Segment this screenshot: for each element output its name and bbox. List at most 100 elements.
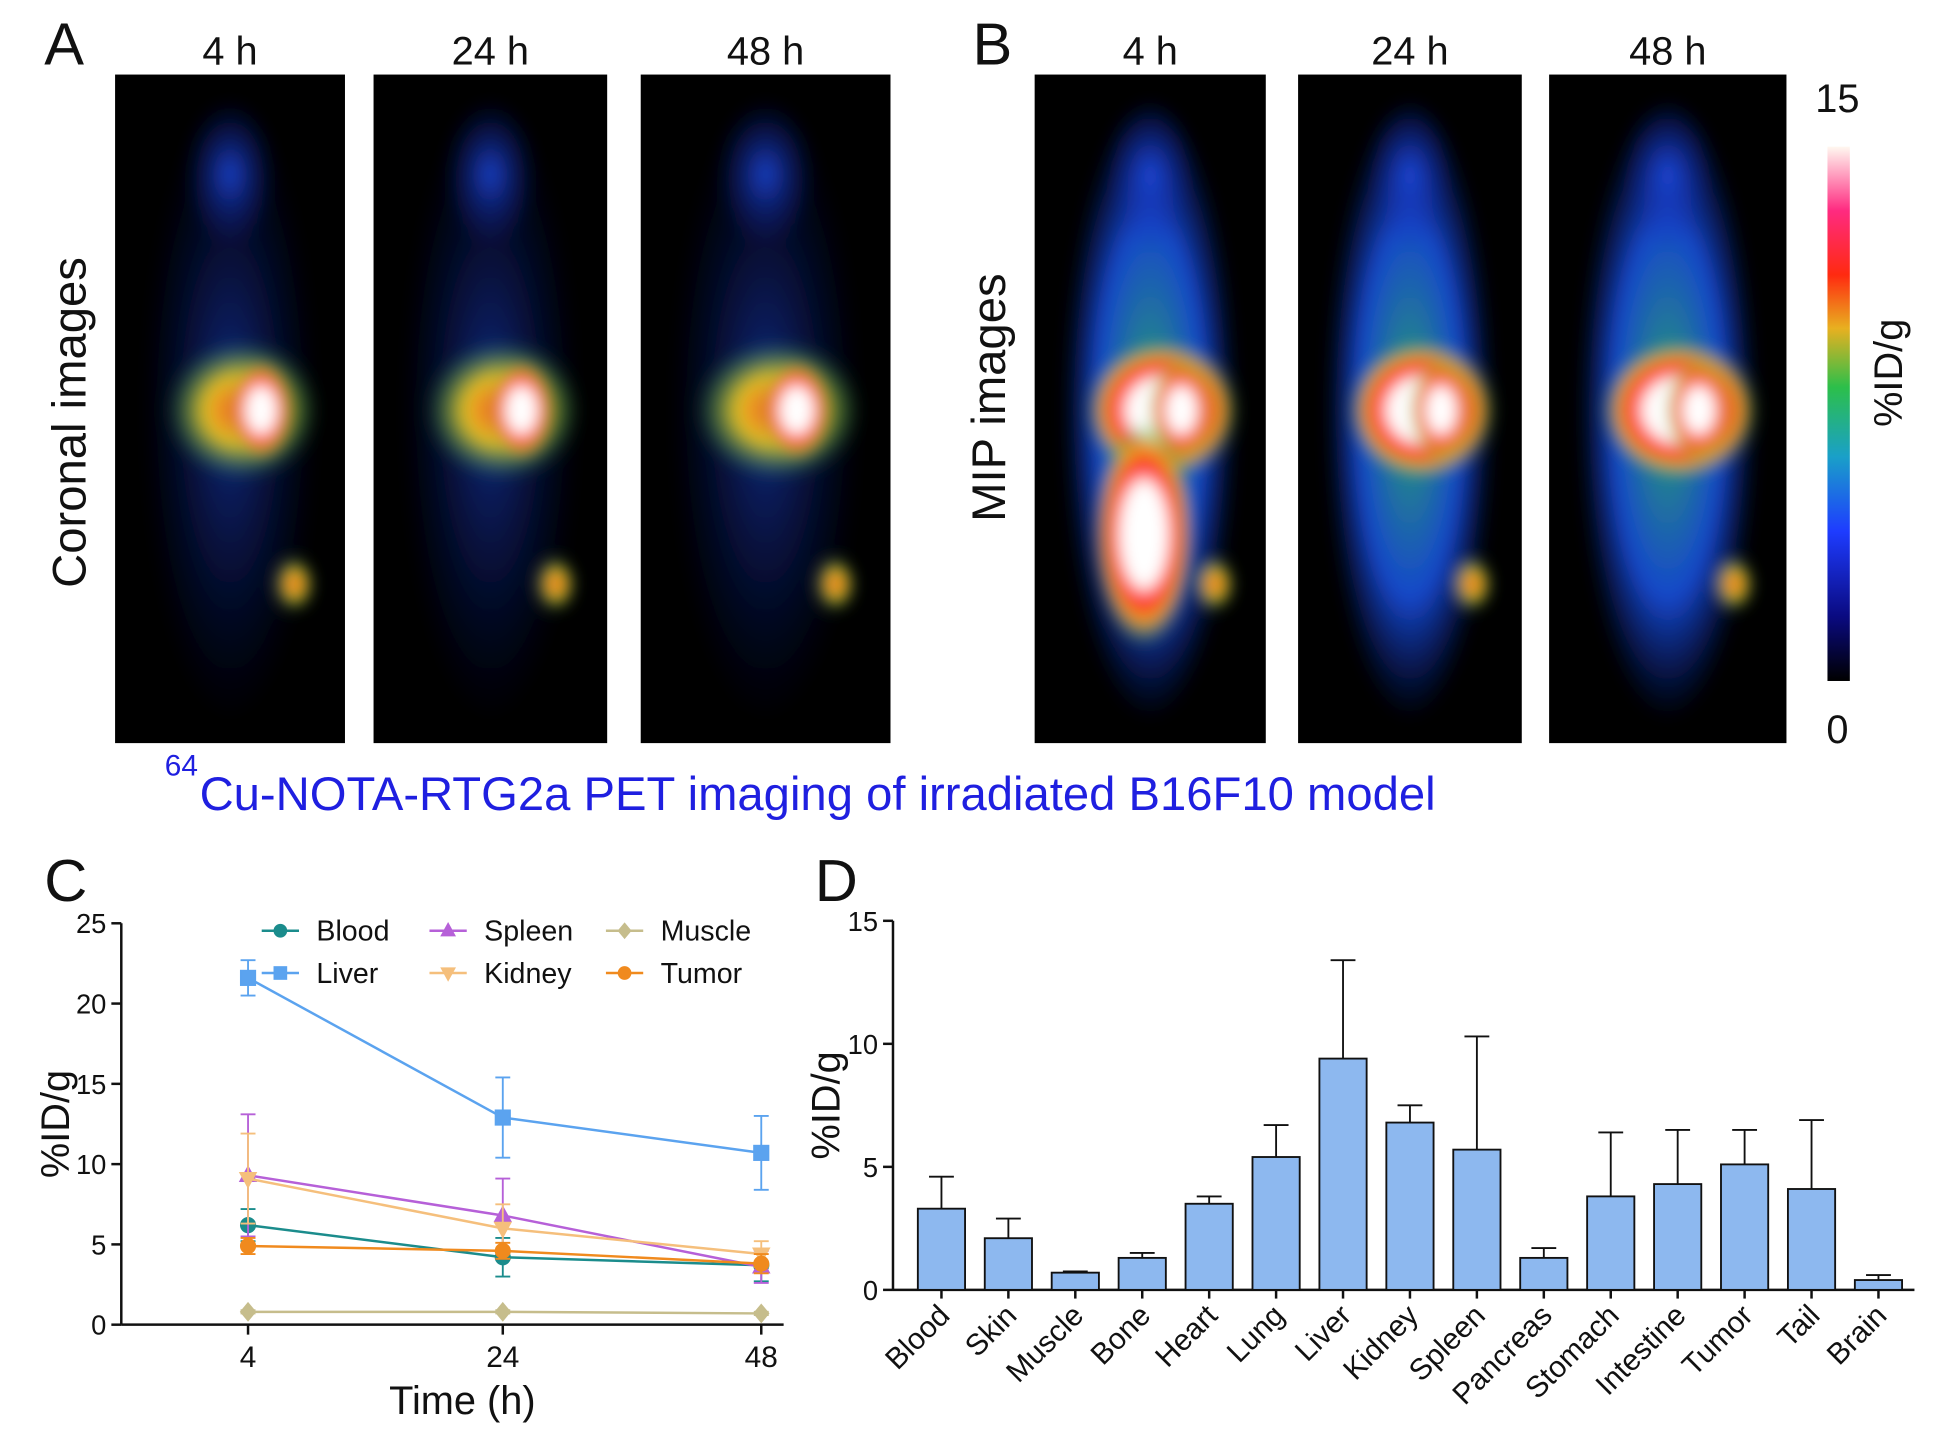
organ (1665, 360, 1733, 460)
panel-label: C (44, 847, 87, 914)
x-tick-label: Heart (1149, 1298, 1224, 1373)
bar (1385, 1121, 1435, 1291)
organ (761, 360, 832, 460)
tumor (274, 556, 315, 612)
y-tick-label: 0 (91, 1310, 106, 1341)
marker (617, 922, 632, 940)
marker (753, 1144, 770, 1161)
marker (239, 1237, 257, 1255)
series-line (247, 976, 762, 1155)
y-axis-label: %ID/g (34, 1070, 78, 1178)
time-label: 24 h (452, 30, 529, 74)
panel-label: A (44, 11, 84, 78)
marker (273, 966, 288, 980)
pet-signal (1577, 99, 1759, 721)
bar (1853, 1279, 1904, 1291)
y-axis-label: %ID/g (805, 1051, 849, 1159)
tumor (815, 556, 856, 612)
y-tick-label: 15 (848, 906, 878, 937)
y-tick-label: 0 (863, 1275, 878, 1306)
y-tick-label: 10 (76, 1149, 106, 1180)
tumor (1714, 556, 1755, 612)
time-label: 48 h (727, 30, 804, 74)
bar (1184, 1202, 1234, 1291)
pet-signal (1062, 99, 1239, 721)
bar (916, 1207, 966, 1291)
bar (1251, 1156, 1301, 1291)
x-tick-label: 48 (745, 1341, 778, 1374)
pet-signal (670, 99, 861, 721)
bar (1586, 1195, 1636, 1291)
pet-signal (1324, 99, 1497, 721)
x-tick-label: Blood (879, 1299, 956, 1376)
x-axis-label: Time (h) (389, 1379, 535, 1423)
time-label: 24 h (1371, 30, 1448, 74)
x-tick-label: 24 (486, 1341, 519, 1374)
marker (494, 1242, 511, 1259)
x-tick-label: Bone (1085, 1299, 1158, 1372)
x-tick-label: Lung (1221, 1299, 1291, 1369)
time-label: 4 h (1123, 30, 1178, 74)
colorbar (1827, 146, 1850, 681)
organ (228, 360, 294, 460)
legend-label: Liver (316, 958, 378, 990)
pet-signal (401, 99, 580, 721)
x-tick-label: Muscle (1000, 1299, 1090, 1389)
legend-label: Spleen (484, 916, 573, 948)
marker (494, 1109, 511, 1126)
side-label: Coronal images (43, 257, 96, 588)
bar (1050, 1271, 1100, 1291)
tumor (1452, 556, 1493, 612)
pet-images: 4 h 24 h 48 h 4 h 24 h 48 h (115, 30, 1787, 744)
tumor (1195, 556, 1235, 612)
colorbar-min: 0 (1826, 708, 1848, 752)
bar (1318, 1057, 1368, 1291)
marker (440, 922, 456, 937)
legend-label: Blood (316, 916, 389, 948)
colorbar-max: 15 (1815, 77, 1859, 121)
marker (239, 969, 257, 986)
marker (752, 1303, 770, 1324)
side-label: MIP images (963, 273, 1016, 521)
marker (273, 923, 288, 938)
head (443, 99, 538, 249)
legend-label: Muscle (661, 916, 752, 948)
organ (488, 360, 555, 460)
colorbar-label: %ID/g (1867, 319, 1911, 427)
time-label: 48 h (1629, 30, 1706, 74)
panel-label: B (973, 11, 1013, 78)
bar (1117, 1256, 1167, 1291)
caption: Cu-NOTA-RTG2a PET imaging of irradiated … (200, 768, 1436, 821)
bar (1519, 1256, 1569, 1291)
marker (238, 1171, 258, 1189)
head (1620, 99, 1716, 249)
bar (1452, 1148, 1502, 1291)
x-tick-label: Tail (1771, 1299, 1826, 1354)
y-tick-label: 5 (91, 1229, 106, 1260)
bar (983, 1237, 1033, 1291)
time-label: 4 h (202, 30, 257, 74)
marker (493, 1221, 513, 1239)
tumor (535, 556, 576, 612)
charts: C %ID/g 0 5 10 15 20 25 4 24 48 Time (h) Blood Liver S… (34, 847, 1915, 1423)
marker (494, 1301, 512, 1322)
chart: C %ID/g 0 5 10 15 20 25 4 24 48 Time (h) Blood Liver S… (34, 847, 784, 1423)
head (715, 99, 816, 249)
y-tick-label: 20 (76, 989, 106, 1020)
y-tick-label: 15 (76, 1069, 106, 1100)
y-tick-label: 25 (76, 908, 106, 939)
legend-label: Kidney (484, 958, 572, 990)
x-tick-label: 4 (240, 1341, 257, 1374)
panel-label: D (815, 847, 858, 914)
x-tick-label: Tumor (1676, 1299, 1760, 1383)
legend-label: Tumor (661, 958, 743, 990)
organ (1409, 360, 1473, 460)
head (1365, 99, 1455, 249)
pet-signal (142, 99, 319, 721)
marker (239, 1301, 257, 1322)
bar (1720, 1163, 1770, 1291)
caption-superscript: 64 (165, 749, 198, 782)
bar (1653, 1183, 1703, 1291)
